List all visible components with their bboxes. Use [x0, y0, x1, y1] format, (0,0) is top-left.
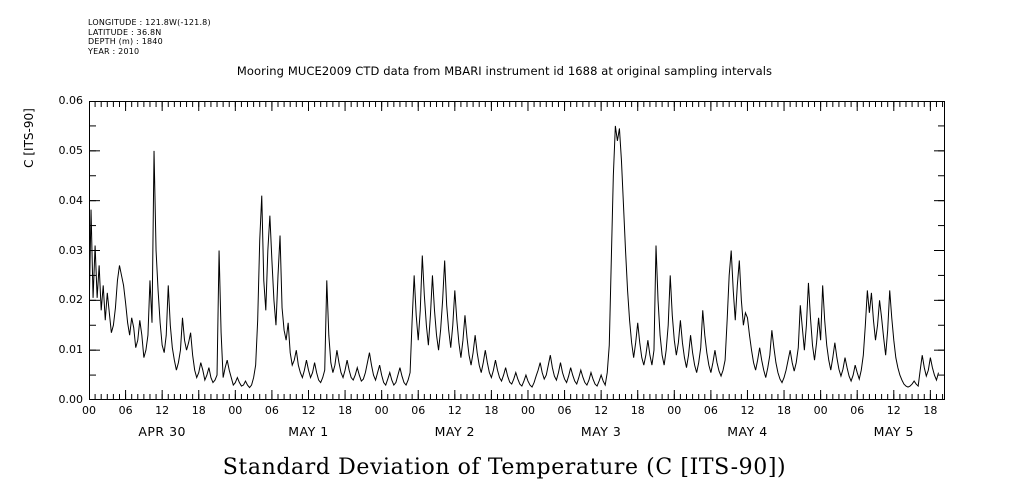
x-hour-label-group: 00 06 12 18 00 06 12 18 00 06 12 18 00 06 12 18 00 06 12 18… [82, 404, 945, 420]
x-day-tick-label: MAY 5 [873, 424, 914, 439]
metadata-longitude: LONGITUDE : 121.8W(-121.8) [88, 18, 211, 27]
x-day-tick-label: MAY 4 [727, 424, 768, 439]
x-hour-tick-label: 18 [777, 404, 792, 417]
bottom-caption: Standard Deviation of Temperature (C [IT… [222, 455, 787, 480]
x-hour-tick-label: 12 [155, 404, 170, 417]
plot-frame [89, 101, 945, 400]
metadata-depth: DEPTH (m) : 1840 [88, 37, 163, 46]
x-hour-tick-label: 06 [850, 404, 865, 417]
x-hour-tick-label: 12 [301, 404, 316, 417]
series-canvas [89, 101, 945, 400]
x-hour-tick-label: 18 [191, 404, 206, 417]
x-day-tick-label: MAY 1 [288, 424, 329, 439]
y-tick-label: 0.04 [58, 193, 84, 207]
x-hour-tick-label: 00 [813, 404, 828, 417]
x-day-label-group: APR 30 MAY 1 MAY 2 MAY 3 MAY 4 MAY 5 [89, 424, 945, 440]
y-tick-label: 0.06 [58, 94, 84, 107]
x-hour-tick-label: 06 [264, 404, 279, 417]
x-day-tick-label: MAY 2 [434, 424, 476, 439]
x-hour-tick-label: 06 [557, 404, 572, 417]
y-tick-label-group: 0.00 0.01 0.02 0.03 0.04 0.05 0.06 [33, 94, 84, 406]
x-hour-tick-label: 00 [228, 404, 243, 417]
series-line-standard-deviation [89, 126, 939, 388]
y-tick-label: 0.03 [58, 243, 84, 257]
y-tick-label: 0.00 [58, 393, 84, 406]
x-hour-tick-label: 12 [886, 404, 901, 417]
y-tick-label: 0.01 [58, 343, 84, 357]
x-day-tick-label: APR 30 [138, 424, 186, 439]
metadata-year: YEAR : 2010 [88, 46, 140, 56]
x-hour-tick-label: 12 [594, 404, 609, 417]
x-hour-tick-label: 18 [630, 404, 645, 417]
metadata-latitude: LATITUDE : 36.8N [88, 27, 162, 37]
plot-area [89, 101, 945, 400]
plot-title: Mooring MUCE2009 CTD data from MBARI ins… [236, 64, 773, 78]
x-day-tick-label: MAY 3 [580, 424, 622, 439]
axis-ticks [89, 101, 945, 400]
x-hour-tick-label: 06 [118, 404, 133, 417]
x-hour-tick-label: 00 [82, 404, 96, 417]
x-hour-tick-label: 18 [338, 404, 353, 417]
x-hour-tick-label: 06 [411, 404, 426, 417]
y-tick-label: 0.02 [58, 293, 84, 307]
x-hour-tick-label: 00 [374, 404, 389, 417]
x-hour-tick-label: 00 [667, 404, 682, 417]
x-hour-tick-label: 18 [923, 404, 938, 417]
metadata-block: LONGITUDE : 121.8W(-121.8) LATITUDE : 36… [88, 18, 211, 56]
x-hour-tick-label: 00 [520, 404, 535, 417]
x-hour-tick-label: 12 [447, 404, 462, 417]
y-tick-label: 0.05 [58, 143, 84, 157]
x-hour-tick-label: 06 [703, 404, 718, 417]
x-hour-tick-label: 12 [740, 404, 755, 417]
x-hour-tick-label: 18 [484, 404, 499, 417]
